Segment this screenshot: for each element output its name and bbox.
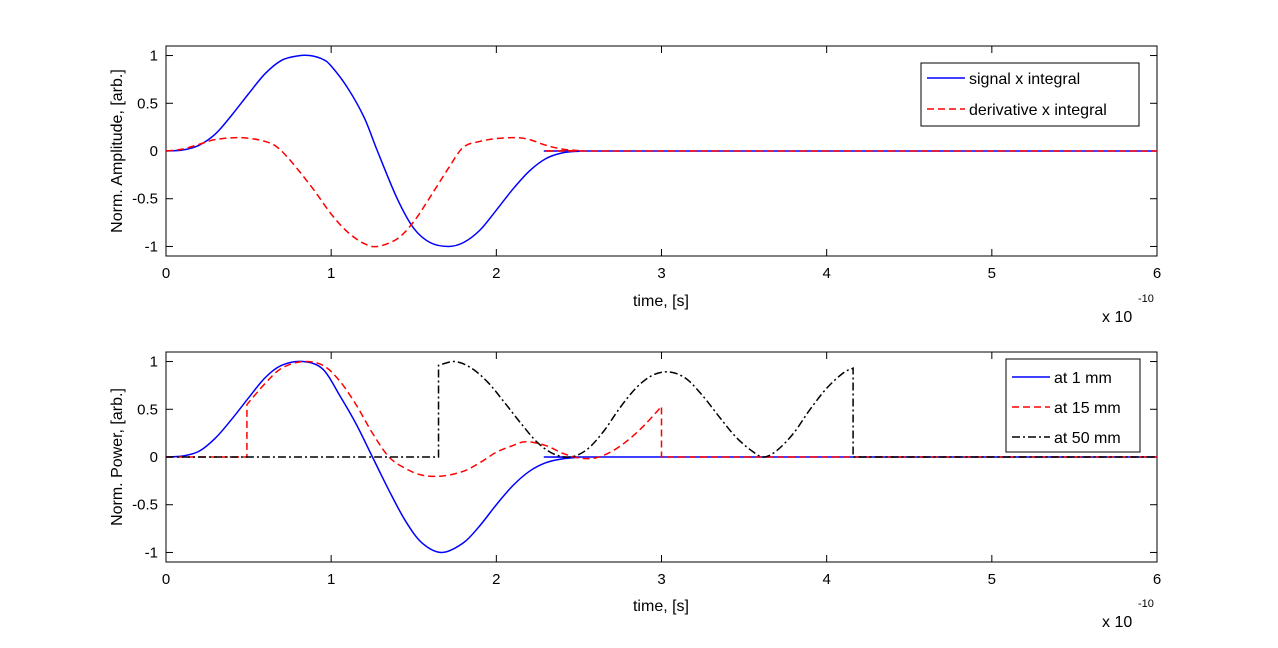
y-tick-labels: -1 -0.5 0 0.5 1 — [132, 354, 158, 562]
legend-box — [920, 62, 1140, 127]
x-tick-label: 1 — [327, 571, 335, 588]
y-tick-label: 1 — [150, 354, 158, 371]
y-axis-label: Norm. Amplitude, [arb.] — [109, 69, 126, 233]
legend: at 1 mm at 15 mm at 50 mm — [1005, 358, 1141, 453]
x-axis-label: time, [s] — [633, 598, 689, 615]
x-tick-labels: 0 1 2 3 4 5 6 — [162, 571, 1161, 588]
series-line-2 — [165, 360, 1157, 458]
x-tick-label: 0 — [162, 571, 170, 588]
legend: signal x integral derivative x integral — [920, 62, 1140, 127]
y-tick-label: 0 — [150, 143, 158, 160]
y-tick-label: -1 — [145, 544, 158, 561]
x-tick-label: 4 — [822, 265, 830, 282]
x-multiplier-exponent: -10 — [1138, 293, 1154, 305]
y-tick-label: 0.5 — [137, 95, 158, 112]
x-tick-label: 1 — [327, 265, 335, 282]
legend-label-1mm: at 1 mm — [1054, 370, 1112, 387]
series-line-0 — [165, 54, 1158, 248]
x-tick-label: 0 — [162, 265, 170, 282]
x-multiplier-exponent: -10 — [1138, 598, 1154, 610]
y-tick-label: 0.5 — [137, 401, 158, 418]
x-tick-label: 2 — [492, 571, 500, 588]
x-tick-labels: 0 1 2 3 4 5 6 — [162, 265, 1161, 282]
legend-label-signal: signal x integral — [969, 71, 1080, 88]
series-lines — [165, 54, 1158, 248]
y-tick-label: 0 — [150, 449, 158, 466]
y-tick-label: 1 — [150, 48, 158, 65]
y-tick-label: -1 — [145, 238, 158, 255]
x-tick-label: 3 — [657, 265, 665, 282]
y-axis-label: Norm. Power, [arb.] — [109, 388, 126, 526]
x-tick-label: 5 — [988, 571, 996, 588]
x-axis-label: time, [s] — [633, 293, 689, 310]
series-lines — [165, 360, 1158, 554]
x-tick-label: 6 — [1153, 265, 1161, 282]
x-multiplier: x 10 — [1102, 614, 1132, 631]
x-multiplier: x 10 — [1102, 309, 1132, 326]
y-tick-labels: -1 -0.5 0 0.5 1 — [132, 48, 158, 256]
x-tick-label: 3 — [657, 571, 665, 588]
x-tick-label: 4 — [822, 571, 830, 588]
legend-label-derivative: derivative x integral — [969, 102, 1107, 119]
series-line-0 — [165, 360, 1158, 554]
amplitude-plot: 0 1 2 3 4 5 6 -1 -0.5 0 0.5 1 time, [s] Norm. Ampl… — [109, 45, 1161, 326]
legend-label-15mm: at 15 mm — [1054, 400, 1121, 417]
legend-label-50mm: at 50 mm — [1054, 430, 1121, 447]
x-tick-label: 6 — [1153, 571, 1161, 588]
power-plot: 0 1 2 3 4 5 6 -1 -0.5 0 0.5 1 time, [s] Norm. Powe… — [109, 351, 1161, 631]
x-tick-label: 2 — [492, 265, 500, 282]
y-tick-label: -0.5 — [132, 191, 158, 208]
x-tick-label: 5 — [988, 265, 996, 282]
series-line-1 — [165, 360, 1157, 478]
y-tick-label: -0.5 — [132, 497, 158, 514]
series-line-1 — [165, 136, 1158, 248]
